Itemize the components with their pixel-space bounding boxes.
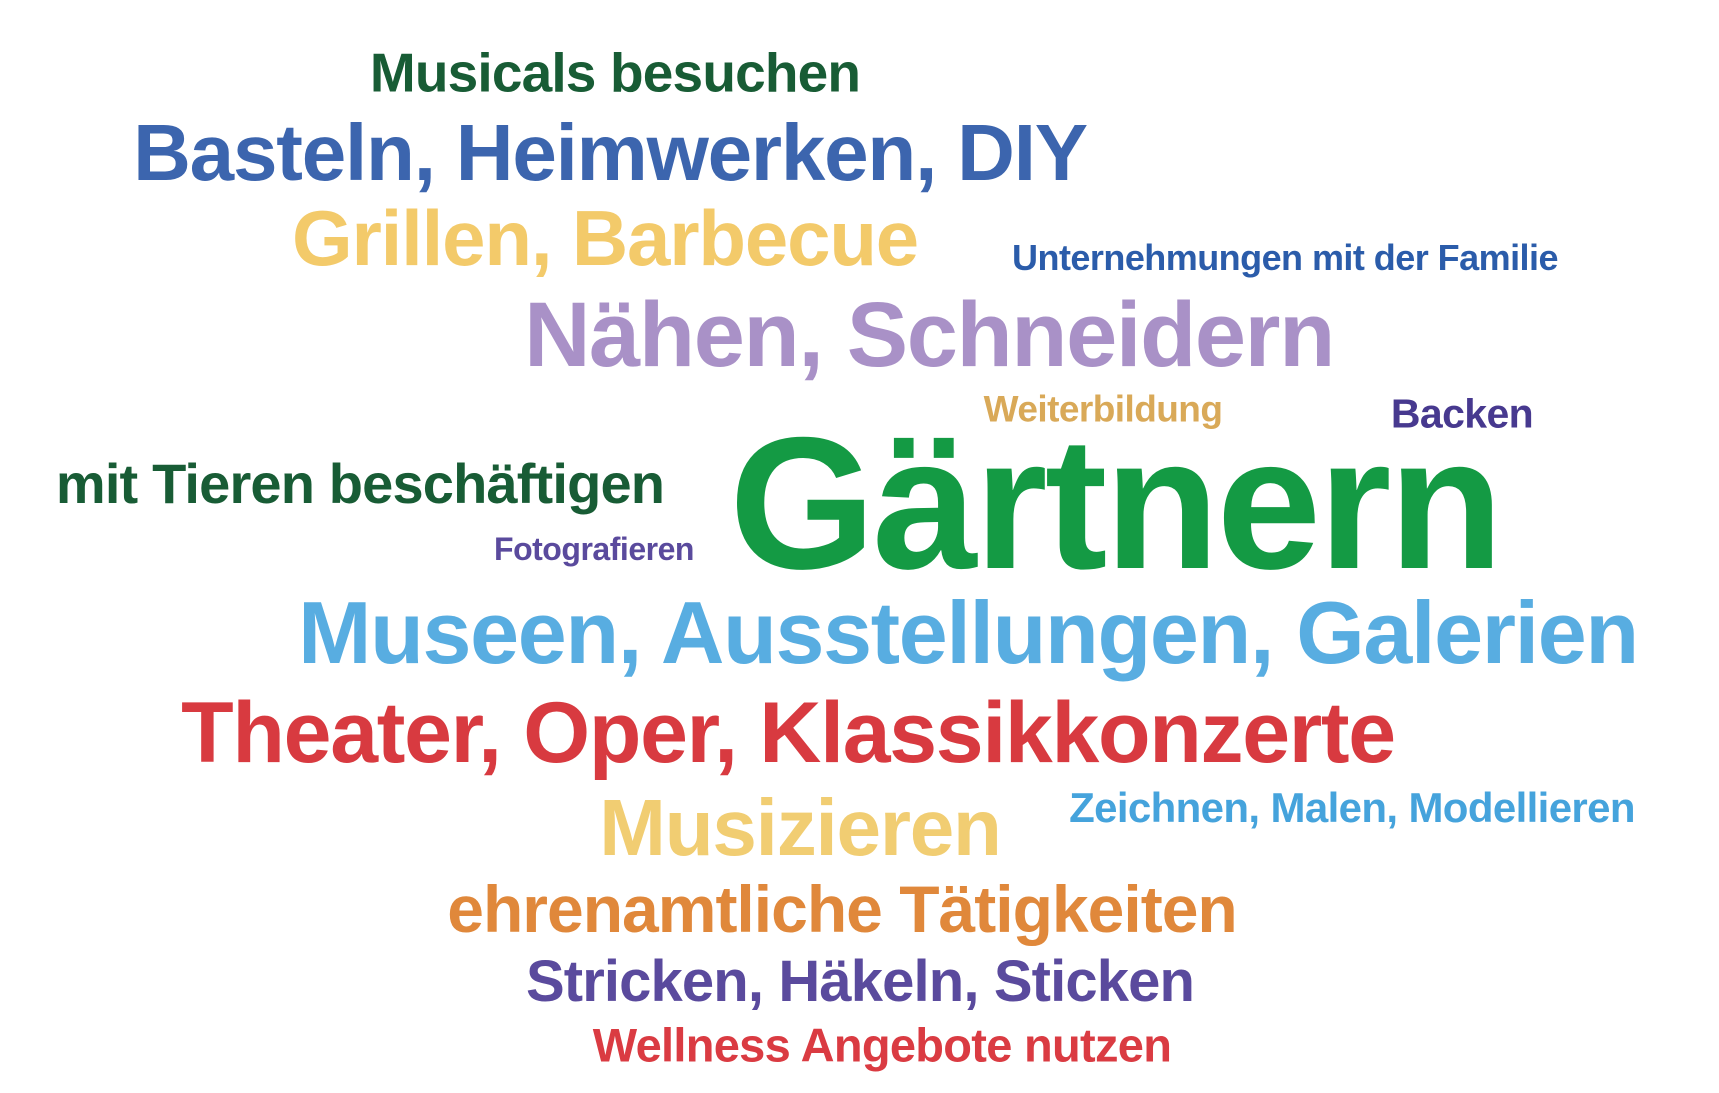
wordcloud-word: Basteln, Heimwerken, DIY [133, 108, 1088, 197]
wordcloud-word: Musicals besuchen [369, 41, 861, 104]
wordcloud-word: Museen, Ausstellungen, Galerien [298, 583, 1639, 682]
wordcloud-word: Wellness Angebote nutzen [592, 1018, 1172, 1072]
wordcloud-word: Gärtnern [729, 398, 1503, 608]
wordcloud-word: Stricken, Häkeln, Sticken [525, 949, 1195, 1014]
wordcloud-word: Zeichnen, Malen, Modellieren [1069, 784, 1635, 831]
wordcloud-word: Fotografieren [494, 531, 694, 567]
wordcloud-word: Grillen, Barbecue [291, 194, 919, 282]
wordcloud-word: mit Tieren beschäftigen [55, 452, 665, 515]
wordcloud-word: Backen [1390, 390, 1534, 437]
wordcloud-word: Theater, Oper, Klassikkonzerte [181, 685, 1396, 781]
wordcloud-word: Musizieren [599, 783, 1002, 872]
wordcloud-word: Nähen, Schneidern [524, 284, 1335, 386]
wordcloud-word: ehrenamtliche Tätigkeiten [447, 872, 1237, 946]
wordcloud-word: Weiterbildung [983, 388, 1223, 430]
wordcloud-word: Unternehmungen mit der Familie [1012, 237, 1558, 278]
